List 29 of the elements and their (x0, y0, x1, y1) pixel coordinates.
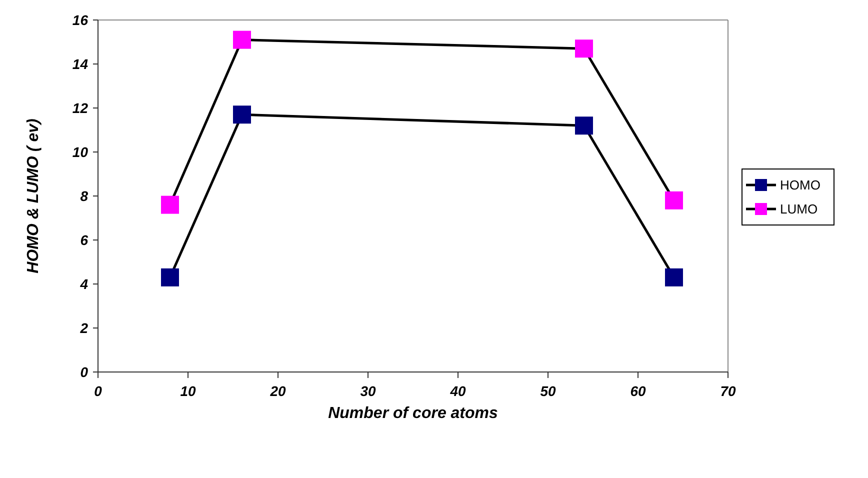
legend-label: LUMO (780, 202, 818, 217)
x-tick-label: 10 (180, 383, 196, 399)
y-tick-label: 0 (80, 364, 88, 380)
point (161, 196, 179, 214)
y-tick-label: 4 (79, 276, 88, 292)
point (575, 40, 593, 58)
x-tick-label: 0 (94, 383, 102, 399)
y-tick-label: 12 (72, 100, 88, 116)
x-tick-label: 50 (540, 383, 556, 399)
point (233, 106, 251, 124)
point (161, 268, 179, 286)
x-tick-label: 30 (360, 383, 376, 399)
y-tick-label: 6 (80, 232, 88, 248)
x-tick-label: 60 (630, 383, 646, 399)
legend-label: HOMO (780, 178, 820, 193)
y-tick-label: 2 (79, 320, 88, 336)
y-tick-label: 8 (80, 188, 88, 204)
y-tick-label: 16 (72, 12, 88, 28)
point (575, 116, 593, 135)
x-tick-label: 40 (449, 383, 466, 399)
x-axis-title: Number of core atoms (328, 405, 498, 422)
y-tick-label: 14 (72, 56, 88, 72)
point (665, 268, 683, 286)
x-tick-label: 70 (720, 383, 736, 399)
point (233, 30, 251, 49)
point (665, 191, 683, 210)
y-tick-label: 10 (72, 144, 88, 160)
y-axis-title: HOMO & LUMO ( ev) (25, 118, 42, 274)
x-tick-label: 20 (269, 383, 286, 399)
